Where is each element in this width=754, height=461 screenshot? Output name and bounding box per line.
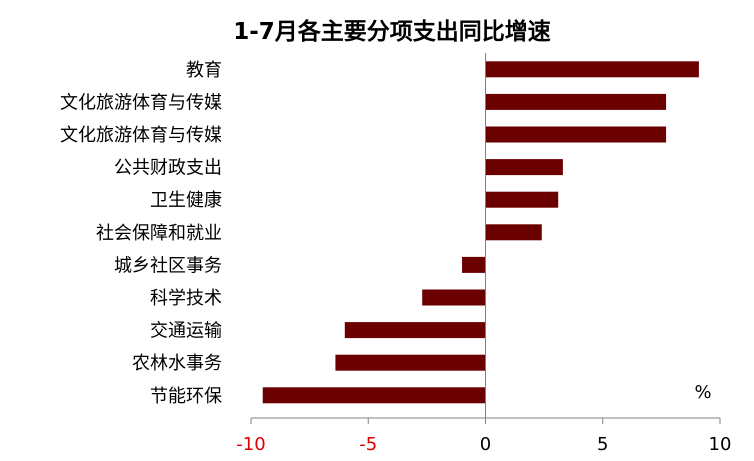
unit-label: %: [694, 382, 711, 403]
bar-7: [422, 289, 486, 306]
bar-3: [485, 159, 563, 176]
x-tick-label-2: 0: [480, 434, 491, 455]
category-label-0: 教育: [186, 60, 222, 81]
x-axis: -10 -5 0 5 10: [236, 53, 731, 455]
category-label-6: 城乡社区事务: [114, 255, 222, 276]
category-label-2: 文化旅游体育与传媒: [60, 125, 222, 146]
category-label-3: 公共财政支出: [114, 158, 222, 179]
bar-5: [485, 224, 542, 241]
category-labels: 教育文化旅游体育与传媒文化旅游体育与传媒公共财政支出卫生健康社会保障和就业城乡社…: [60, 60, 222, 407]
x-tick-label-4: 10: [709, 434, 732, 455]
category-label-9: 农林水事务: [132, 353, 222, 374]
category-label-5: 社会保障和就业: [96, 223, 222, 244]
category-label-4: 卫生健康: [150, 190, 222, 211]
x-tick-label-1: -5: [359, 434, 377, 455]
x-tick-label-3: 5: [597, 434, 608, 455]
bar-0: [485, 61, 699, 78]
chart-title: 1-7月各主要分项支出同比增速: [233, 18, 551, 45]
bar-2: [485, 126, 667, 143]
category-label-7: 科学技术: [150, 288, 222, 309]
category-label-8: 交通运输: [150, 321, 222, 342]
bar-10: [262, 387, 486, 404]
bar-6: [462, 256, 486, 273]
x-tick-label-0: -10: [236, 434, 265, 455]
bar-8: [344, 322, 486, 339]
bar-4: [485, 191, 559, 208]
bars-group: [262, 61, 699, 404]
bar-9: [335, 354, 486, 371]
bar-1: [485, 93, 667, 110]
category-label-1: 文化旅游体育与传媒: [60, 92, 222, 113]
category-label-10: 节能环保: [150, 386, 222, 407]
